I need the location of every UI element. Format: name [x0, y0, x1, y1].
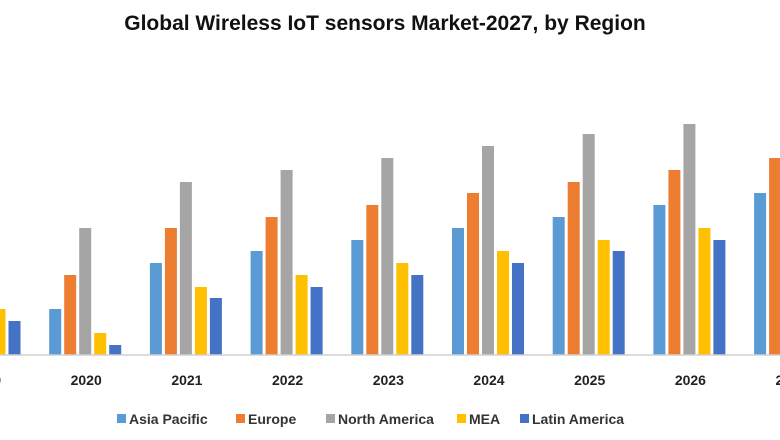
legend-swatch — [236, 414, 245, 423]
bar-north-america-2020 — [79, 228, 92, 355]
bar-north-america-2025 — [582, 134, 595, 355]
bar-mea-2024 — [497, 251, 509, 355]
bar-latin-america-2026 — [713, 240, 726, 355]
bar-latin-america-2025 — [612, 251, 625, 355]
bar-latin-america-2023 — [411, 275, 424, 355]
bar-asia-pacific-2021 — [149, 263, 162, 355]
bar-mea-2020 — [94, 333, 107, 355]
bar-mea-2025 — [597, 240, 610, 355]
legend-item: North America — [326, 411, 434, 427]
bar-asia-pacific-2020 — [49, 309, 62, 355]
bar-europe-2027 — [769, 158, 780, 355]
legend-swatch — [117, 414, 126, 423]
legend-label: MEA — [469, 411, 500, 427]
bar-asia-pacific-2023 — [351, 240, 364, 355]
x-tick-label: 2019 — [0, 372, 1, 388]
x-tick-labels: 2019 2020 2021 2022 2023 2024 2025 2026 2027 — [0, 372, 780, 388]
bar-latin-america-2022 — [310, 287, 323, 355]
bar-asia-pacific-2022 — [250, 251, 263, 355]
bar-latin-america-2020 — [109, 345, 122, 355]
bar-europe-2025 — [567, 182, 580, 355]
bar-latin-america-2021 — [209, 298, 222, 355]
bar-asia-pacific-2024 — [452, 228, 464, 355]
bar-asia-pacific-2025 — [552, 217, 565, 355]
bar-latin-america-2019 — [8, 321, 21, 355]
legend-swatch — [457, 414, 466, 423]
bar-asia-pacific-2027 — [754, 193, 767, 355]
x-tick-label: 2020 — [71, 372, 102, 388]
x-tick-label: 2021 — [171, 372, 202, 388]
chart-title: Global Wireless IoT sensors Market-2027,… — [124, 12, 645, 35]
legend-item: Asia Pacific — [117, 411, 208, 427]
x-tick-label: 2025 — [574, 372, 605, 388]
bar-north-america-2026 — [683, 124, 696, 355]
bar-mea-2026 — [698, 228, 711, 355]
legend-swatch — [326, 414, 335, 423]
bar-north-america-2024 — [482, 146, 494, 355]
bar-asia-pacific-2026 — [653, 205, 666, 355]
bars-layer — [0, 124, 780, 355]
bar-mea-2022 — [295, 275, 308, 355]
bar-mea-2021 — [194, 287, 207, 355]
bar-mea-2019 — [0, 309, 6, 355]
x-tick-label: 2026 — [675, 372, 706, 388]
bar-north-america-2023 — [381, 158, 394, 355]
bar-europe-2021 — [164, 228, 177, 355]
bar-north-america-2021 — [179, 182, 192, 355]
legend-label: Asia Pacific — [129, 411, 208, 427]
x-tick-label: 2027 — [776, 372, 780, 388]
legend: Asia Pacific Europe North America MEA Latin … — [117, 411, 624, 427]
legend-label: North America — [338, 411, 434, 427]
bar-europe-2024 — [467, 193, 479, 355]
bar-europe-2026 — [668, 170, 681, 355]
legend-item: Europe — [236, 411, 296, 427]
bar-mea-2023 — [396, 263, 409, 355]
bar-north-america-2022 — [280, 170, 293, 355]
x-tick-label: 2024 — [473, 372, 504, 388]
x-tick-label: 2023 — [373, 372, 404, 388]
legend-swatch — [520, 414, 529, 423]
bar-europe-2022 — [265, 217, 278, 355]
bar-latin-america-2024 — [512, 263, 524, 355]
bar-europe-2020 — [64, 275, 77, 355]
legend-item: MEA — [457, 411, 500, 427]
legend-label: Europe — [248, 411, 296, 427]
legend-label: Latin America — [532, 411, 624, 427]
bar-europe-2023 — [366, 205, 379, 355]
x-tick-label: 2022 — [272, 372, 303, 388]
legend-item: Latin America — [520, 411, 624, 427]
